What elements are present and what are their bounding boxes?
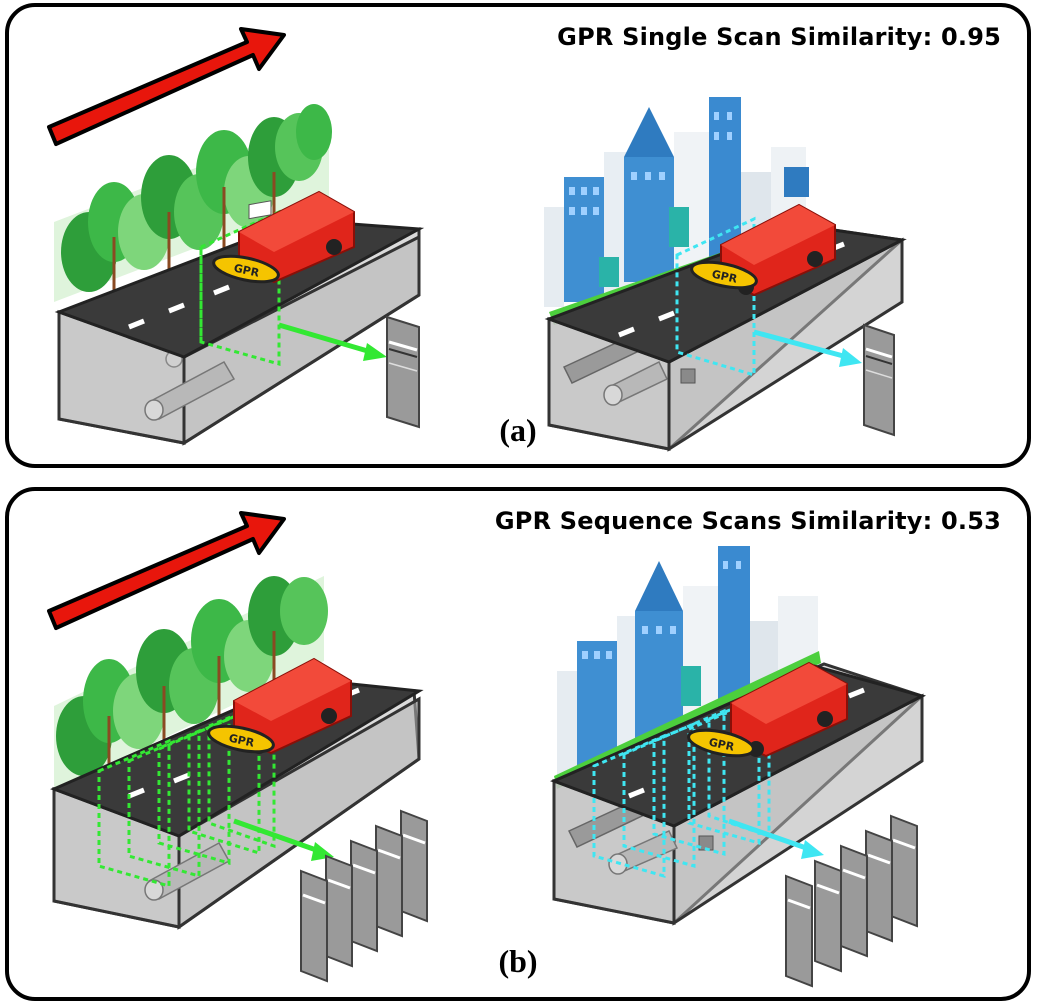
city-scene: GPR: [544, 97, 907, 452]
scan-output-arrow: [753, 329, 848, 360]
direction-arrow-icon: [47, 27, 286, 146]
radargram-icon: [386, 315, 420, 429]
scan-output-arrow: [278, 322, 372, 355]
gpr-badge: GPR: [212, 254, 280, 284]
scan-output-arrow: [728, 818, 810, 852]
radargram-stack: [300, 809, 428, 983]
gpr-badge-label: GPR: [233, 262, 261, 280]
radargram-icon: [350, 839, 378, 953]
gpr-badge-label: GPR: [711, 268, 739, 286]
underground-box: [52, 689, 421, 930]
radargram-icon: [814, 859, 842, 973]
gpr-badge: GPR: [207, 724, 275, 754]
radargram-icon: [863, 323, 895, 437]
tree-icon: [54, 576, 328, 791]
radargram-icon: [785, 874, 813, 988]
scan-slice: [675, 216, 756, 378]
panel-a-single-scan: GPR: [5, 3, 1031, 468]
gpr-badge-label: GPR: [708, 736, 736, 754]
panel-title: GPR Sequence Scans Similarity: 0.53: [494, 507, 1001, 535]
radargram-icon: [840, 844, 868, 958]
radargram-icon: [375, 824, 403, 938]
gpr-badge: GPR: [687, 728, 755, 758]
forest-scene: GPR: [54, 104, 425, 446]
forest-scene: GPR: [50, 576, 428, 983]
building-icon: [544, 97, 809, 307]
gpr-badge: GPR: [690, 260, 758, 290]
panel-b-sequence-scans: GPR: [5, 487, 1031, 1001]
radargram-stack: [785, 814, 918, 988]
city-scene: GPR: [550, 546, 927, 988]
scene-single-scan: GPR: [47, 27, 907, 452]
scan-output-arrow: [233, 818, 320, 854]
pipe-icon: [562, 336, 696, 406]
radargram-icon: [400, 809, 428, 923]
radargram-icon: [300, 869, 328, 983]
panel-title: GPR Single Scan Similarity: 0.95: [557, 23, 1001, 51]
pipe-icon: [144, 350, 236, 421]
panel-label: (a): [499, 412, 537, 448]
panel-label: (b): [498, 943, 538, 979]
scene-sequence-scans: GPR: [47, 511, 927, 988]
radargram-icon: [865, 829, 893, 943]
gpr-badge-label: GPR: [228, 732, 256, 750]
radargram-icon: [890, 814, 918, 928]
scan-slice: [199, 209, 281, 366]
direction-arrow-icon: [47, 511, 286, 630]
